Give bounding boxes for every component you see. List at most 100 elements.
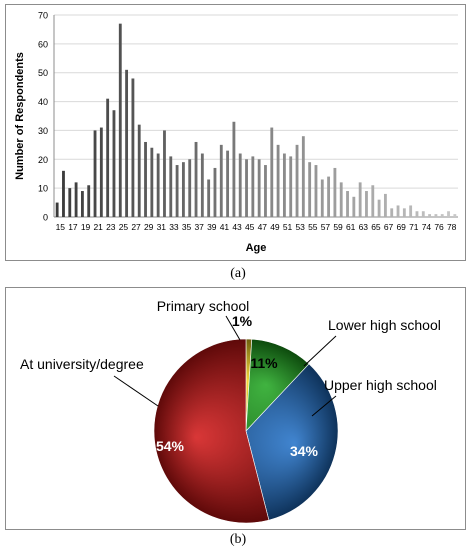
pie-slice-3 (245, 363, 339, 521)
bar-age-66 (377, 199, 381, 217)
bar-age-16 (62, 170, 65, 217)
x-tick-label: 74 (422, 222, 432, 232)
y-axis-title: Number of Respondents (14, 52, 26, 180)
pie-chart-panel: 1% 11% 34% 54% Primary school Lower high scho… (5, 287, 466, 530)
pie-category-label: Primary school (157, 298, 250, 314)
leader-line (311, 395, 337, 417)
bar-age-70 (402, 208, 406, 217)
bar-age-53 (295, 144, 299, 217)
bar-age-69 (396, 205, 400, 217)
pie-value-label: 1% (232, 313, 253, 329)
bar-age-76 (434, 214, 438, 217)
bar-age-38 (200, 153, 204, 217)
x-tick-label: 51 (283, 222, 293, 232)
bar-age-56 (314, 165, 318, 217)
y-tick-label: 40 (38, 97, 48, 107)
bar-age-36 (188, 159, 192, 217)
pie-category-label: Upper high school (324, 377, 437, 393)
bar-age-51 (282, 153, 286, 217)
bar-age-18 (74, 182, 78, 217)
y-tick-label: 60 (38, 39, 48, 49)
x-tick-label: 76 (434, 222, 444, 232)
bar-age-37 (194, 141, 198, 217)
x-tick-label: 57 (321, 222, 331, 232)
x-tick-label: 53 (295, 222, 305, 232)
bar-age-67 (383, 193, 387, 217)
education-pie-chart: 1% 11% 34% 54% Primary school Lower high scho… (20, 298, 441, 524)
pie-value-label: 54% (156, 438, 185, 454)
bar-age-39 (207, 179, 211, 217)
bar-chart-panel: 0 10 20 30 40 50 60 70 15 17 19 21 23 25 27 29 31 33 35 37 3… (5, 4, 466, 261)
bar-age-71 (409, 205, 413, 217)
x-tick-label: 55 (308, 222, 318, 232)
y-tick-label: 70 (38, 11, 48, 21)
leader-line (225, 315, 241, 341)
bar-age-72 (415, 211, 419, 217)
bar-age-49 (270, 127, 274, 217)
bar-age-61 (346, 191, 349, 217)
x-tick-label: 17 (68, 222, 78, 232)
bar-age-44 (238, 153, 242, 217)
bar-age-35 (181, 162, 185, 217)
x-tick-label: 49 (270, 222, 280, 232)
caption-a: (a) (230, 266, 246, 281)
bar-age-22 (99, 127, 103, 217)
bar-age-79 (453, 214, 457, 217)
bar-age-59 (333, 167, 337, 217)
x-tick-label: 65 (371, 222, 381, 232)
pie-category-label: Lower high school (328, 317, 441, 333)
x-tick-label: 39 (207, 222, 217, 232)
bar-age-20 (87, 185, 91, 217)
x-tick-label: 71 (409, 222, 419, 232)
x-tick-label: 31 (157, 222, 167, 232)
x-tick-label: 63 (359, 222, 369, 232)
bar-age-27 (131, 78, 135, 217)
bar-age-60 (339, 182, 343, 217)
bar-age-17 (68, 188, 72, 217)
x-tick-label: 45 (245, 222, 255, 232)
bar-age-41 (219, 144, 223, 217)
bar-age-65 (371, 185, 375, 217)
y-tick-label: 0 (43, 213, 48, 223)
bar-age-55 (308, 162, 312, 217)
x-tick-label: 33 (169, 222, 179, 232)
x-tick-label: 21 (93, 222, 103, 232)
bar-age-33 (169, 156, 173, 217)
pie-category-label: At university/degree (20, 356, 144, 372)
bar-age-24 (112, 110, 116, 217)
bar-age-32 (163, 130, 166, 217)
bar-age-28 (137, 124, 141, 217)
bar-age-45 (245, 159, 248, 217)
y-tick-label: 10 (38, 184, 48, 194)
bar-age-43 (232, 121, 236, 217)
bar-age-78 (447, 211, 450, 217)
x-tick-label: 78 (447, 222, 457, 232)
bar-age-63 (358, 182, 362, 217)
x-tick-label: 67 (384, 222, 394, 232)
pie-slice-4 (153, 338, 270, 524)
bar-age-25 (118, 23, 122, 218)
y-tick-label: 30 (38, 126, 48, 136)
bar-age-75 (428, 214, 432, 217)
bar-age-31 (156, 153, 160, 217)
bar-age-29 (144, 141, 147, 217)
x-tick-label: 41 (220, 222, 230, 232)
leader-line (303, 335, 337, 367)
bar-age-58 (327, 176, 331, 217)
bar-age-42 (226, 150, 230, 217)
bar-age-52 (289, 156, 293, 217)
x-tick-label: 37 (194, 222, 204, 232)
bar-age-64 (365, 191, 368, 217)
bar-age-15 (55, 202, 59, 217)
bar-age-57 (320, 179, 324, 217)
bar-age-46 (251, 156, 255, 217)
y-tick-label: 50 (38, 68, 48, 78)
bar-age-77 (440, 214, 444, 217)
bar-age-19 (80, 191, 84, 217)
bar-age-68 (390, 208, 394, 217)
bar-age-21 (93, 130, 97, 217)
bar-age-74 (421, 211, 425, 217)
y-tick-label: 20 (38, 155, 48, 165)
bar-age-26 (125, 69, 129, 217)
bar-age-54 (301, 136, 305, 217)
